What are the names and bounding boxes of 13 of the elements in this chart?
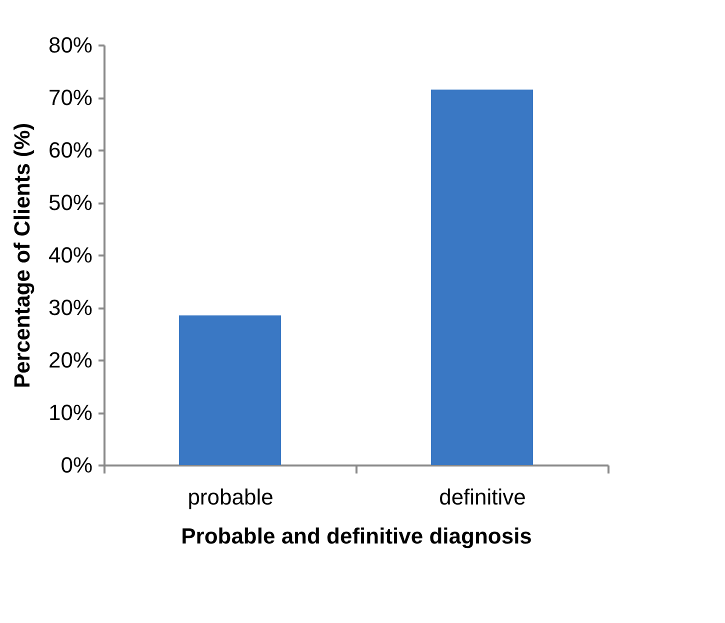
x-tick-label: definitive bbox=[439, 484, 526, 510]
y-tick-label: 40% bbox=[48, 242, 92, 268]
y-tick-label: 80% bbox=[48, 32, 92, 58]
x-tick-label: probable bbox=[188, 484, 274, 510]
y-tick-label: 0% bbox=[60, 452, 92, 478]
y-axis-title: Percentage of Clients (%) bbox=[9, 122, 34, 388]
x-axis-title: Probable and definitive diagnosis bbox=[181, 524, 532, 548]
y-tick-label: 70% bbox=[48, 85, 92, 110]
y-tick-label: 50% bbox=[48, 190, 92, 215]
y-tick-label: 20% bbox=[48, 348, 92, 372]
y-tick-label: 10% bbox=[48, 400, 92, 425]
y-tick-label: 30% bbox=[48, 295, 92, 320]
y-tick-label: 60% bbox=[48, 138, 92, 162]
